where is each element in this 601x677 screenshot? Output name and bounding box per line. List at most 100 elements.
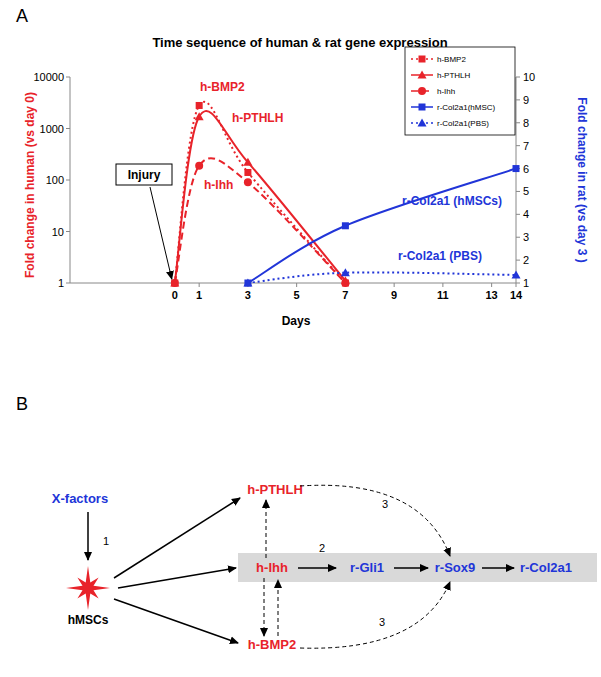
marker [341,268,350,276]
edge-label: 2 [319,542,325,554]
edge-arrow [300,582,450,648]
edge-arrow [264,578,265,636]
edge-arrow [114,599,238,643]
series-line [175,158,346,283]
marker [171,280,178,287]
y-tick-label: 1 [58,277,64,289]
edge-arrow [482,567,514,569]
annotation: Injury [128,168,161,182]
y2-tick-label: 3 [523,231,529,243]
y2-tick [516,99,520,100]
y2-tick-label: 4 [523,208,529,220]
edge-arrow [87,512,89,560]
node-label: r-Gli1 [350,560,384,575]
marker [341,279,349,287]
marker [244,178,252,186]
node-label: hMSCs [68,613,109,627]
x-axis-title: Days [282,314,311,328]
annotation-box [116,164,172,185]
legend-entry: h-Ihh [437,87,455,96]
series-line [175,111,346,283]
chart-title: Time sequence of human & rat gene expres… [152,35,447,50]
edge-arrow [298,567,336,569]
edge-label: 3 [379,616,385,628]
x-tick-label: 13 [486,289,498,301]
y2-tick-label: 10 [523,71,535,83]
marker [342,280,349,287]
marker [171,279,179,287]
figure: A B Time sequence of human & rat gene expr… [0,0,601,677]
legend-entry: h-PTHLH [437,71,471,80]
legend-marker [418,71,427,79]
marker [244,169,251,176]
x-tick-label: 1 [196,289,202,301]
x-tick-label: 14 [510,289,523,301]
y-tick [66,77,70,78]
y2-tick-label: 6 [523,163,529,175]
x-tick-label: 9 [391,289,397,301]
series-label: r-Col2a1 (PBS) [398,249,482,263]
annotation-arrow [150,187,172,279]
y2-tick [516,283,520,284]
series-line [248,272,516,283]
x-tick-label: 0 [172,289,178,301]
legend-entry: r-Col2a1(hMSC) [437,103,496,112]
x-tick [199,283,200,287]
y-tick-label: 1000 [40,123,64,135]
edge-arrow [278,580,279,636]
y2-tick [516,145,520,146]
y2-tick [516,191,520,192]
x-tick-label: 11 [437,289,449,301]
marker [243,158,252,166]
edge-arrow [118,568,236,588]
panel-label: A [16,6,28,26]
marker [195,162,203,170]
y-tick [66,231,70,232]
node-label: X-factors [52,491,108,506]
y2-tick [516,214,520,215]
y2-tick-label: 1 [523,277,529,289]
x-tick-label: 7 [342,289,348,301]
marker [244,280,251,287]
node-label: r-Sox9 [435,560,475,575]
y2-tick-label: 5 [523,185,529,197]
legend-marker [419,56,426,63]
y-tick-label: 10000 [33,71,64,83]
panel-label: B [16,394,28,414]
series-label: r-Col2a1 (hMSCs) [402,194,502,208]
y2-tick [516,122,520,123]
marker [342,222,349,229]
series-label: h-BMP2 [200,80,245,94]
y-tick-label: 100 [46,174,64,186]
y-tick [66,283,70,284]
edge-label: 1 [103,535,109,547]
x-tick [516,283,517,287]
y2-tick [516,77,520,78]
legend-entry: h-BMP2 [437,55,466,64]
y2-tick-label: 7 [523,140,529,152]
series-line [175,102,346,283]
node-label: h-BMP2 [248,637,296,652]
series-line [248,169,516,283]
y-tick [66,128,70,129]
x-axis [70,283,516,284]
edge-arrow [394,567,428,569]
x-tick [394,283,395,287]
cell-icon [66,566,110,610]
x-tick-label: 5 [294,289,300,301]
marker [243,279,252,287]
marker [196,102,203,109]
node-label: h-Ihh [256,560,288,575]
x-tick [296,283,297,287]
legend-marker [418,119,427,127]
y2-tick-label: 8 [523,117,529,129]
y2-axis [516,77,517,283]
y2-tick [516,237,520,238]
legend-marker [419,104,426,111]
legend-entry: r-Col2a1(PBS) [437,119,489,128]
pathway-band [238,553,597,582]
y2-tick [516,260,520,261]
y2-axis-title: Fold change in rat (vs day 3 ) [575,97,589,262]
y-tick-label: 10 [52,226,64,238]
series-label: h-PTHLH [232,111,283,125]
